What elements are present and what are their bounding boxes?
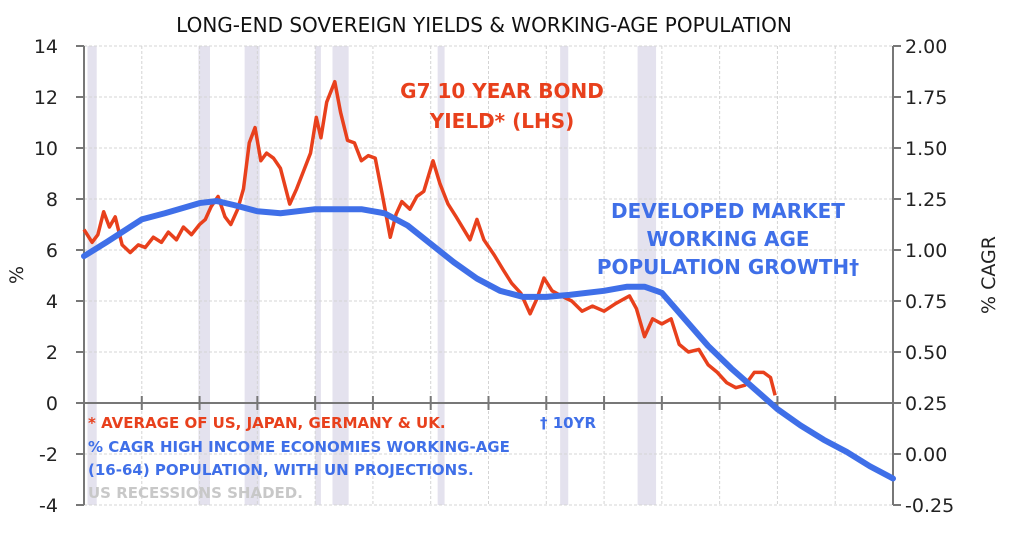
population-label-line1: DEVELOPED MARKET: [611, 199, 845, 223]
right-tick-label: 1.00: [905, 240, 947, 262]
recession-band: [637, 46, 657, 505]
recession-band: [560, 46, 569, 505]
right-tick-label: -0.25: [905, 495, 954, 517]
left-tick-label: -2: [39, 444, 58, 466]
recession-band: [87, 46, 97, 505]
right-tick-label: 2.00: [905, 36, 947, 58]
left-tick-label: 0: [46, 393, 58, 415]
note-blue-2: % CAGR HIGH INCOME ECONOMIES WORKING-AGE: [88, 438, 510, 456]
right-tick-label: 1.25: [905, 189, 947, 211]
right-tick-label: 0.00: [905, 444, 947, 466]
left-tick-label: 2: [46, 342, 58, 364]
right-tick-label: 0.25: [905, 393, 947, 415]
note-blue-3: (16-64) POPULATION, WITH UN PROJECTIONS.: [88, 461, 474, 479]
right-tick-label: 1.50: [905, 138, 947, 160]
left-tick-label: 6: [46, 240, 58, 262]
note-red: * AVERAGE OF US, JAPAN, GERMANY & UK.: [88, 414, 446, 432]
yield-label-line1: G7 10 YEAR BOND: [400, 79, 604, 103]
recession-band: [315, 46, 321, 505]
left-tick-label: 10: [34, 138, 58, 160]
left-tick-label: 12: [34, 87, 58, 109]
recession-band: [198, 46, 210, 505]
right-tick-label: 1.75: [905, 87, 947, 109]
yield-label-line2: YIELD* (LHS): [429, 109, 575, 133]
left-tick-label: -4: [39, 495, 58, 517]
left-axis-label: %: [6, 266, 28, 284]
left-tick-label: 8: [46, 189, 58, 211]
population-label-line2: WORKING AGE: [646, 227, 809, 251]
left-tick-label: 4: [46, 291, 58, 313]
note-gray: US RECESSIONS SHADED.: [88, 484, 303, 502]
right-axis-label: % CAGR: [978, 236, 1000, 314]
chart-title: LONG-END SOVEREIGN YIELDS & WORKING-AGE …: [176, 13, 792, 37]
recession-band: [437, 46, 445, 505]
population-label-line3: POPULATION GROWTH†: [597, 255, 859, 279]
right-tick-label: 0.75: [905, 291, 947, 313]
note-blue-1: † 10YR: [540, 414, 596, 432]
population-series-line: [81, 198, 896, 482]
right-tick-label: 0.50: [905, 342, 947, 364]
recession-band: [332, 46, 349, 505]
left-tick-label: 14: [34, 36, 58, 58]
